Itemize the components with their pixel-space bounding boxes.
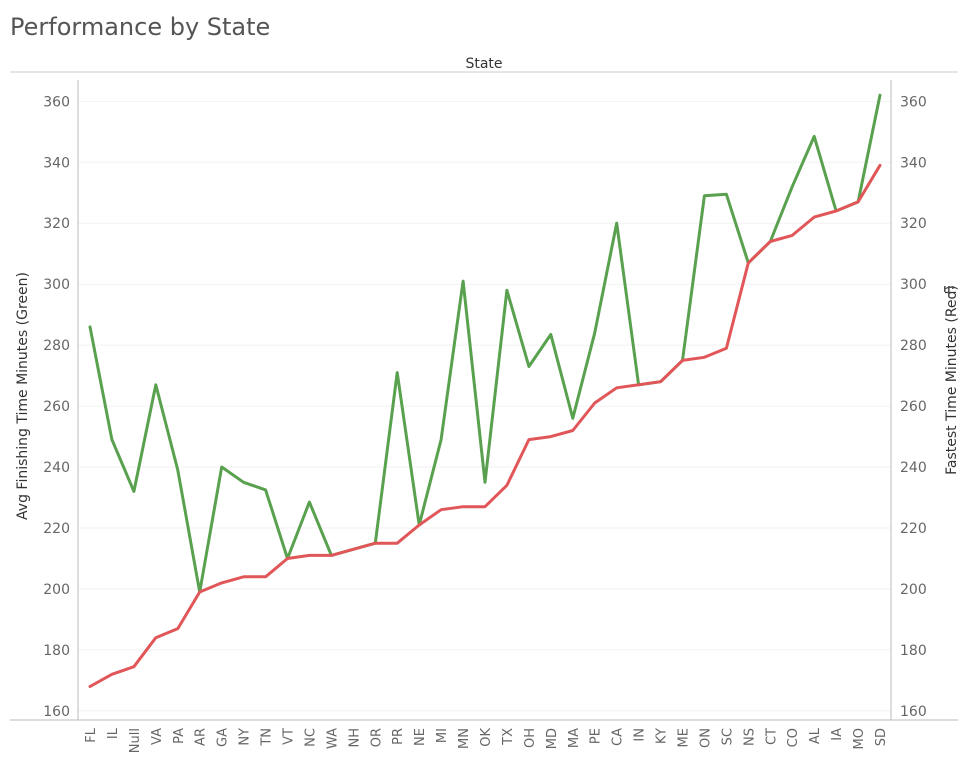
x-tick-label: CT <box>764 728 779 745</box>
series-line-fastest[interactable] <box>88 163 882 688</box>
y-axis-left: 160 180 200 220 240 260 280 300 320 340 360 <box>43 94 70 720</box>
x-tick-label: ON <box>698 728 713 748</box>
y-tick-label-right: 340 <box>900 155 927 171</box>
y-tick-label-right: 220 <box>900 521 927 537</box>
column-header: State <box>465 56 502 72</box>
x-tick-label: VT <box>282 728 297 745</box>
x-tick-label: SC <box>720 728 735 745</box>
x-tick-label: FL <box>84 727 99 742</box>
x-tick-label: CA <box>611 728 626 746</box>
chart-title: Performance by State <box>10 13 270 41</box>
x-tick-label: Null <box>128 728 143 753</box>
x-tick-label: KY <box>655 728 670 744</box>
x-tick-label: MA <box>567 728 582 748</box>
y-tick-label-left: 360 <box>43 94 70 110</box>
x-tick-label: MN <box>457 728 472 749</box>
x-tick-label: GA <box>216 728 231 747</box>
y-tick-label-right: 320 <box>900 216 927 232</box>
x-tick-label: IA <box>830 728 845 741</box>
y-tick-label-left: 340 <box>43 155 70 171</box>
y-tick-label-right: 240 <box>900 460 927 476</box>
x-tick-label: WA <box>325 728 340 749</box>
y-tick-label-right: 160 <box>900 704 927 720</box>
series-line-avg[interactable] <box>88 93 882 594</box>
x-tick-label: MO <box>852 728 867 749</box>
x-tick-label: OK <box>479 728 494 747</box>
x-tick-label: IN <box>633 728 648 742</box>
y-tick-label-left: 300 <box>43 277 70 293</box>
y-axis-right: 160 180 200 220 240 260 280 300 320 340 360 <box>900 94 927 720</box>
series-lines <box>88 93 882 688</box>
x-tick-label: AL <box>808 727 823 744</box>
y-tick-label-left: 200 <box>43 582 70 598</box>
x-tick-label: TX <box>501 728 516 746</box>
sort-descending-icon[interactable] <box>944 286 954 296</box>
y-axis-left-title: Avg Finishing Time Minutes (Green) <box>15 272 31 520</box>
y-tick-label-right: 200 <box>900 582 927 598</box>
y-tick-label-right: 180 <box>900 643 927 659</box>
x-tick-label: AR <box>194 728 209 746</box>
y-tick-label-left: 220 <box>43 521 70 537</box>
x-tick-label: NY <box>238 728 253 746</box>
x-tick-label: TN <box>260 728 275 747</box>
x-tick-label: NC <box>303 728 318 747</box>
y-tick-label-left: 320 <box>43 216 70 232</box>
x-tick-label: MI <box>435 728 450 743</box>
x-tick-label: PR <box>391 728 406 745</box>
gridlines <box>78 100 891 712</box>
y-tick-label-left: 280 <box>43 338 70 354</box>
x-tick-label: OR <box>369 728 384 747</box>
x-tick-label: PE <box>589 728 604 744</box>
y-tick-label-left: 160 <box>43 704 70 720</box>
x-tick-label: NH <box>347 728 362 748</box>
x-axis: FL IL Null VA PA AR GA NY TN VT NC WA NH OR PR NE MI MN OK… <box>84 727 889 753</box>
x-tick-label: ME <box>677 728 692 747</box>
y-tick-label-right: 280 <box>900 338 927 354</box>
x-tick-label: OH <box>523 728 538 748</box>
x-tick-label: PA <box>172 728 187 744</box>
y-axis-right-title: Fastest Time Minutes (Red) <box>944 285 960 475</box>
y-tick-label-right: 360 <box>900 94 927 110</box>
x-tick-label: CO <box>786 728 801 747</box>
y-tick-label-right: 300 <box>900 277 927 293</box>
y-tick-label-right: 260 <box>900 399 927 415</box>
y-tick-label-left: 180 <box>43 643 70 659</box>
axes <box>10 80 958 721</box>
y-tick-label-left: 260 <box>43 399 70 415</box>
x-tick-label: NE <box>413 728 428 746</box>
x-tick-label: NS <box>742 728 757 746</box>
x-tick-label: IL <box>106 727 121 739</box>
x-tick-label: SD <box>874 728 889 746</box>
x-tick-label: MD <box>545 728 560 749</box>
y-tick-label-left: 240 <box>43 460 70 476</box>
x-tick-label: VA <box>150 728 165 745</box>
